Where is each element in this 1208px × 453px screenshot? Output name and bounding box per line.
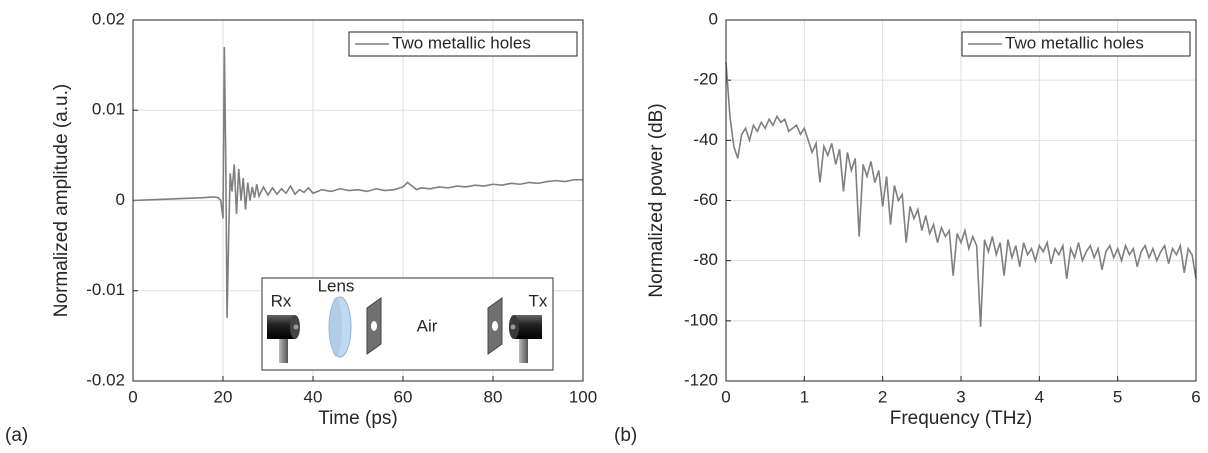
- inset-label: Tx: [529, 291, 548, 310]
- hole-left: [371, 321, 377, 331]
- x-tick-label: 0: [721, 387, 730, 406]
- y-tick-label: -0.01: [86, 280, 125, 299]
- panel-label: (b): [614, 425, 637, 446]
- x-tick-label: 2: [878, 387, 887, 406]
- y-tick-label: 0: [709, 9, 718, 28]
- y-axis-label: Normalized power (dB): [646, 103, 667, 297]
- x-axis-label: Frequency (THz): [890, 408, 1033, 429]
- x-tick-label: 4: [1035, 387, 1044, 406]
- x-tick-label: 6: [1191, 387, 1200, 406]
- legend-label: Two metallic holes: [1005, 33, 1144, 52]
- y-tick-label: -0.02: [86, 370, 125, 389]
- y-axis-label: Normalized amplitude (a.u.): [51, 84, 72, 317]
- y-tick-label: -60: [693, 190, 718, 209]
- legend-label: Two metallic holes: [392, 33, 531, 52]
- panel-label: (a): [5, 425, 28, 446]
- x-axis-label: Time (ps): [318, 408, 398, 429]
- rx-aperture: [293, 324, 299, 330]
- axes: 0 20 40 60 80 100 -0.02 -0.01 0 0.01 0.02 Time (ps)…: [5, 9, 597, 446]
- x-tick-label: 20: [214, 387, 233, 406]
- hole-right: [492, 321, 498, 331]
- x-tick-label: 80: [484, 387, 503, 406]
- y-tick-label: -20: [693, 70, 718, 89]
- data-line: [132, 47, 583, 318]
- x-tick-label: 0: [128, 387, 137, 406]
- data-line: [725, 62, 1197, 327]
- lens-edge: [330, 297, 342, 357]
- axes-frame: [132, 19, 584, 382]
- x-tick-label: 5: [1113, 387, 1122, 406]
- y-tick-label: -80: [693, 250, 718, 269]
- tx-aperture: [510, 324, 516, 330]
- x-tick-label: 60: [394, 387, 413, 406]
- y-tick-label: -100: [684, 310, 718, 329]
- inset-label: Air: [417, 316, 438, 335]
- axes: 0 1 2 3 4 5 6 -120 -100 -80 -60 -40 -20 0 Frequency (T…: [614, 9, 1201, 446]
- x-tick-label: 40: [304, 387, 323, 406]
- inset: Rx Lens Air Tx: [261, 276, 554, 371]
- tx-post: [519, 335, 528, 363]
- y-tick-label: 0: [116, 190, 125, 209]
- inset-frame: [261, 277, 554, 371]
- legend-box: [348, 31, 578, 57]
- inset-label: Rx: [271, 291, 292, 310]
- axes-frame: [725, 19, 1197, 382]
- x-tick-label: 1: [800, 387, 809, 406]
- rx-post: [279, 335, 288, 363]
- x-tick-label: 3: [956, 387, 965, 406]
- y-tick-label: -40: [693, 130, 718, 149]
- y-tick-label: 0.01: [92, 100, 125, 119]
- y-tick-label: -120: [684, 370, 718, 389]
- x-tick-label: 100: [569, 387, 597, 406]
- y-tick-label: 0.02: [92, 9, 125, 28]
- inset-label: Lens: [318, 276, 355, 295]
